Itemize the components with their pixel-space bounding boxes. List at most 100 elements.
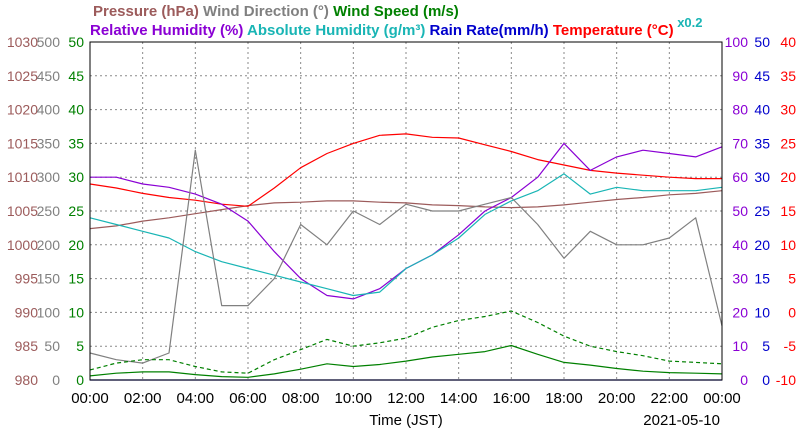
legend-entry: x0.2 (674, 15, 703, 30)
tick-label-wind-direction: 0 (52, 372, 60, 388)
tick-label-pressure: 990 (15, 304, 39, 320)
tick-label-wind-speed: 45 (68, 68, 84, 84)
legend-entry: Rain Rate(mm/h) (425, 22, 548, 39)
tick-label-temperature: 20 (780, 169, 796, 185)
tick-label-rain-rate: 35 (754, 135, 770, 151)
tick-label-rain-rate: 40 (754, 102, 770, 118)
tick-label-rain-rate: 30 (754, 169, 770, 185)
x-axis-label: Time (JST) (369, 412, 443, 429)
tick-label-wind-speed: 35 (68, 135, 84, 151)
tick-label-pressure: 1000 (7, 237, 38, 253)
x-tick-label: 00:00 (703, 390, 741, 407)
tick-label-pressure: 985 (15, 338, 39, 354)
tick-label-rain-rate: 25 (754, 203, 770, 219)
tick-label-temperature: 35 (780, 68, 796, 84)
tick-label-wind-speed: 50 (68, 34, 84, 50)
legend-entry: Wind Speed (m/s) (329, 3, 459, 20)
legend-row-2: Relative Humidity (%) Absolute Humidity … (90, 15, 703, 39)
legend-row-1: Pressure (hPa) Wind Direction (°) Wind S… (93, 3, 459, 20)
tick-label-pressure: 980 (15, 372, 39, 388)
tick-label-wind-direction: 200 (37, 237, 61, 253)
tick-label-temperature: 30 (780, 102, 796, 118)
tick-label-pressure: 1010 (7, 169, 38, 185)
tick-label-pressure: 1030 (7, 34, 38, 50)
tick-label-pressure: 1025 (7, 68, 38, 84)
chart-date: 2021-05-10 (643, 412, 720, 429)
tick-label-temperature: -10 (776, 372, 796, 388)
tick-label-wind-speed: 40 (68, 102, 84, 118)
tick-label-temperature: 10 (780, 237, 796, 253)
tick-label-wind-direction: 300 (37, 169, 61, 185)
tick-label-relative-humidity: 90 (732, 68, 748, 84)
tick-label-relative-humidity: 50 (732, 203, 748, 219)
tick-label-wind-direction: 150 (37, 271, 61, 287)
x-tick-label: 22:00 (651, 390, 689, 407)
tick-label-rain-rate: 10 (754, 304, 770, 320)
series-pressure (89, 190, 723, 230)
tick-label-wind-direction: 500 (37, 34, 61, 50)
tick-label-temperature: -5 (784, 338, 797, 354)
tick-label-relative-humidity: 20 (732, 304, 748, 320)
tick-label-wind-speed: 30 (68, 169, 84, 185)
tick-label-wind-direction: 450 (37, 68, 61, 84)
series-wind_speed (89, 344, 723, 378)
tick-label-wind-direction: 400 (37, 102, 61, 118)
tick-label-rain-rate: 15 (754, 271, 770, 287)
series-absolute_humidity (89, 173, 723, 297)
tick-label-relative-humidity: 80 (732, 102, 748, 118)
tick-label-relative-humidity: 70 (732, 135, 748, 151)
tick-label-pressure: 1005 (7, 203, 38, 219)
tick-label-pressure: 1015 (7, 135, 38, 151)
tick-label-rain-rate: 45 (754, 68, 770, 84)
legend-entry: Pressure (hPa) (93, 3, 199, 20)
tick-label-wind-direction: 50 (44, 338, 60, 354)
tick-label-wind-direction: 100 (37, 304, 61, 320)
series-temperature (89, 133, 722, 207)
series-wind_direction (89, 149, 723, 364)
legend-entry: Temperature (°C) (549, 22, 674, 39)
tick-label-temperature: 0 (788, 304, 796, 320)
x-tick-label: 04:00 (177, 390, 215, 407)
x-tick-label: 02:00 (124, 390, 162, 407)
x-tick-label: 08:00 (282, 390, 320, 407)
legend-entry: Relative Humidity (%) (90, 22, 243, 39)
x-tick-label: 00:00 (71, 390, 109, 407)
tick-label-pressure: 1020 (7, 102, 38, 118)
tick-label-pressure: 995 (15, 271, 39, 287)
plot-frame (89, 41, 723, 381)
legend-entry: Absolute Humidity (g/m³) (243, 22, 425, 39)
tick-label-rain-rate: 5 (762, 338, 770, 354)
tick-label-wind-speed: 20 (68, 237, 84, 253)
tick-label-rain-rate: 20 (754, 237, 770, 253)
series-wind_gust (89, 310, 723, 374)
tick-label-temperature: 5 (788, 271, 796, 287)
x-tick-label: 16:00 (493, 390, 531, 407)
tick-label-wind-direction: 250 (37, 203, 61, 219)
x-tick-label: 18:00 (545, 390, 583, 407)
x-tick-label: 20:00 (598, 390, 636, 407)
legend-entry: Wind Direction (°) (199, 3, 329, 20)
tick-label-relative-humidity: 10 (732, 338, 748, 354)
tick-label-wind-direction: 350 (37, 135, 61, 151)
x-tick-label: 14:00 (440, 390, 478, 407)
x-tick-label: 12:00 (387, 390, 425, 407)
tick-label-rain-rate: 50 (754, 34, 770, 50)
tick-label-relative-humidity: 60 (732, 169, 748, 185)
tick-label-relative-humidity: 40 (732, 237, 748, 253)
tick-label-relative-humidity: 30 (732, 271, 748, 287)
tick-label-wind-speed: 5 (76, 338, 84, 354)
x-tick-label: 10:00 (335, 390, 373, 407)
tick-label-relative-humidity: 100 (725, 34, 749, 50)
tick-label-wind-speed: 10 (68, 304, 84, 320)
tick-label-wind-speed: 25 (68, 203, 84, 219)
tick-label-temperature: 40 (780, 34, 796, 50)
tick-label-temperature: 15 (780, 203, 796, 219)
tick-label-temperature: 25 (780, 135, 796, 151)
tick-label-wind-speed: 0 (76, 372, 84, 388)
tick-label-rain-rate: 0 (762, 372, 770, 388)
tick-label-relative-humidity: 0 (740, 372, 748, 388)
x-tick-label: 06:00 (229, 390, 267, 407)
tick-label-wind-speed: 15 (68, 271, 84, 287)
